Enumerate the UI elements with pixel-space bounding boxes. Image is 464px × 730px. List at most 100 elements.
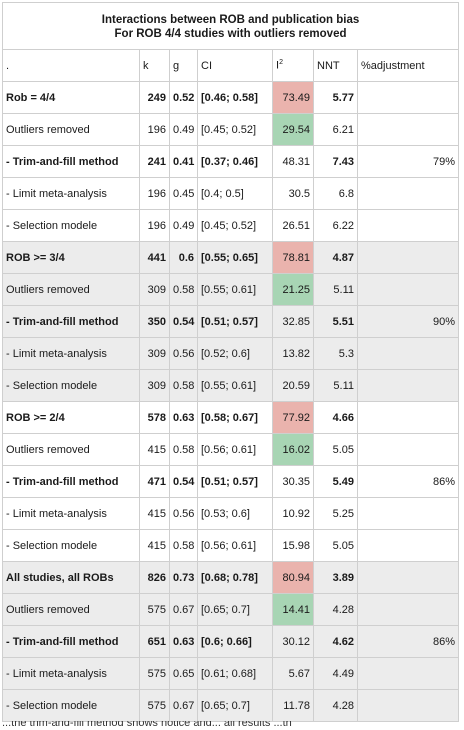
table-row: - Limit meta-analysis 309 0.56 [0.52; 0.6] 1… <box>2 337 460 370</box>
cell-nnt: 4.49 <box>313 657 358 690</box>
cell-label: - Limit meta-analysis <box>2 177 140 210</box>
cell-k: 575 <box>139 689 170 722</box>
cell-g: 0.56 <box>169 337 198 370</box>
cell-ci: [0.37; 0.46] <box>197 145 273 178</box>
cell-ci: [0.65; 0.7] <box>197 689 273 722</box>
cell-adjustment <box>356 689 460 722</box>
cell-adjustment <box>356 369 460 402</box>
cell-label: ROB >= 2/4 <box>2 401 140 434</box>
cell-adjustment <box>356 561 460 594</box>
cell-nnt: 4.87 <box>313 241 358 274</box>
cell-i2: 13.82 <box>272 337 314 370</box>
header-i2-text: I <box>276 59 280 72</box>
cell-adjustment <box>356 241 460 274</box>
cell-adjustment <box>356 433 460 466</box>
cell-i2: 30.35 <box>272 465 314 498</box>
cell-i2: 77.92 <box>272 401 314 434</box>
cell-nnt: 4.28 <box>313 593 358 626</box>
cell-g: 0.63 <box>169 401 198 434</box>
header-ci: CI <box>197 49 273 82</box>
cell-nnt: 7.43 <box>313 145 358 178</box>
table-row: - Trim-and-fill method 471 0.54 [0.51; 0.57… <box>2 465 460 498</box>
table-row: Outliers removed 309 0.58 [0.55; 0.61] 21.25… <box>2 273 460 306</box>
table-row: ROB >= 2/4 578 0.63 [0.58; 0.67] 77.92 4.66 <box>2 401 460 434</box>
header-row: . k g CI I2 NNT %adjustment <box>2 49 460 82</box>
cutoff-caption: ...the trim-and-fill method shows notice… <box>2 721 458 730</box>
cell-ci: [0.52; 0.6] <box>197 337 273 370</box>
cell-k: 441 <box>139 241 170 274</box>
cell-nnt: 5.77 <box>313 81 358 114</box>
cell-nnt: 5.05 <box>313 529 358 562</box>
table-row: - Selection modele 196 0.49 [0.45; 0.52] 26.… <box>2 209 460 242</box>
cell-label: - Trim-and-fill method <box>2 625 140 658</box>
cell-label: - Selection modele <box>2 689 140 722</box>
cell-k: 241 <box>139 145 170 178</box>
title-line-1: Interactions between ROB and publication… <box>101 14 360 26</box>
cell-ci: [0.56; 0.61] <box>197 433 273 466</box>
cell-g: 0.67 <box>169 689 198 722</box>
cell-i2: 30.12 <box>272 625 314 658</box>
cell-k: 415 <box>139 529 170 562</box>
cell-nnt: 4.62 <box>313 625 358 658</box>
cell-k: 196 <box>139 113 170 146</box>
cell-ci: [0.45; 0.52] <box>197 113 273 146</box>
cell-nnt: 6.8 <box>313 177 358 210</box>
cell-k: 415 <box>139 497 170 530</box>
cell-adjustment <box>356 273 460 306</box>
cell-adjustment <box>356 497 460 530</box>
cell-nnt: 5.51 <box>313 305 358 338</box>
cell-g: 0.67 <box>169 593 198 626</box>
cell-label: - Selection modele <box>2 529 140 562</box>
cell-label: - Trim-and-fill method <box>2 145 140 178</box>
cell-g: 0.6 <box>169 241 198 274</box>
cell-adjustment <box>356 401 460 434</box>
cell-i2: 78.81 <box>272 241 314 274</box>
cell-g: 0.73 <box>169 561 198 594</box>
cell-k: 309 <box>139 337 170 370</box>
cell-i2: 29.54 <box>272 113 314 146</box>
cell-adjustment: 86% <box>356 465 460 498</box>
cell-k: 578 <box>139 401 170 434</box>
cell-label: - Selection modele <box>2 209 140 242</box>
cell-adjustment <box>356 81 460 114</box>
table-row: - Limit meta-analysis 415 0.56 [0.53; 0.6] 1… <box>2 497 460 530</box>
cell-k: 309 <box>139 369 170 402</box>
cell-label: Outliers removed <box>2 433 140 466</box>
table-row: Rob = 4/4 249 0.52 [0.46; 0.58] 73.49 5.77 <box>2 81 460 114</box>
cell-adjustment <box>356 209 460 242</box>
cell-nnt: 6.22 <box>313 209 358 242</box>
table-row: - Trim-and-fill method 651 0.63 [0.6; 0.66]… <box>2 625 460 658</box>
cell-label: - Limit meta-analysis <box>2 337 140 370</box>
cell-g: 0.45 <box>169 177 198 210</box>
cell-label: ROB >= 3/4 <box>2 241 140 274</box>
cell-k: 249 <box>139 81 170 114</box>
cell-i2: 48.31 <box>272 145 314 178</box>
cell-k: 826 <box>139 561 170 594</box>
cell-i2: 32.85 <box>272 305 314 338</box>
cell-nnt: 6.21 <box>313 113 358 146</box>
header-label: . <box>2 49 140 82</box>
cell-nnt: 5.3 <box>313 337 358 370</box>
cell-adjustment: 90% <box>356 305 460 338</box>
cell-ci: [0.65; 0.7] <box>197 593 273 626</box>
cell-g: 0.58 <box>169 273 198 306</box>
cell-ci: [0.68; 0.78] <box>197 561 273 594</box>
cell-k: 309 <box>139 273 170 306</box>
table-title: Interactions between ROB and publication… <box>1 2 460 50</box>
cell-g: 0.49 <box>169 113 198 146</box>
results-table: Interactions between ROB and publication… <box>1 2 460 722</box>
cell-k: 651 <box>139 625 170 658</box>
cell-k: 196 <box>139 209 170 242</box>
cell-i2: 15.98 <box>272 529 314 562</box>
cell-nnt: 5.11 <box>313 369 358 402</box>
cell-nnt: 5.49 <box>313 465 358 498</box>
cell-ci: [0.6; 0.66] <box>197 625 273 658</box>
cell-adjustment: 79% <box>356 145 460 178</box>
cell-g: 0.63 <box>169 625 198 658</box>
cell-i2: 20.59 <box>272 369 314 402</box>
table-row: Outliers removed 575 0.67 [0.65; 0.7] 14.41 4… <box>2 593 460 626</box>
cell-adjustment <box>356 593 460 626</box>
cell-i2: 11.78 <box>272 689 314 722</box>
cell-k: 350 <box>139 305 170 338</box>
cell-ci: [0.55; 0.61] <box>197 273 273 306</box>
